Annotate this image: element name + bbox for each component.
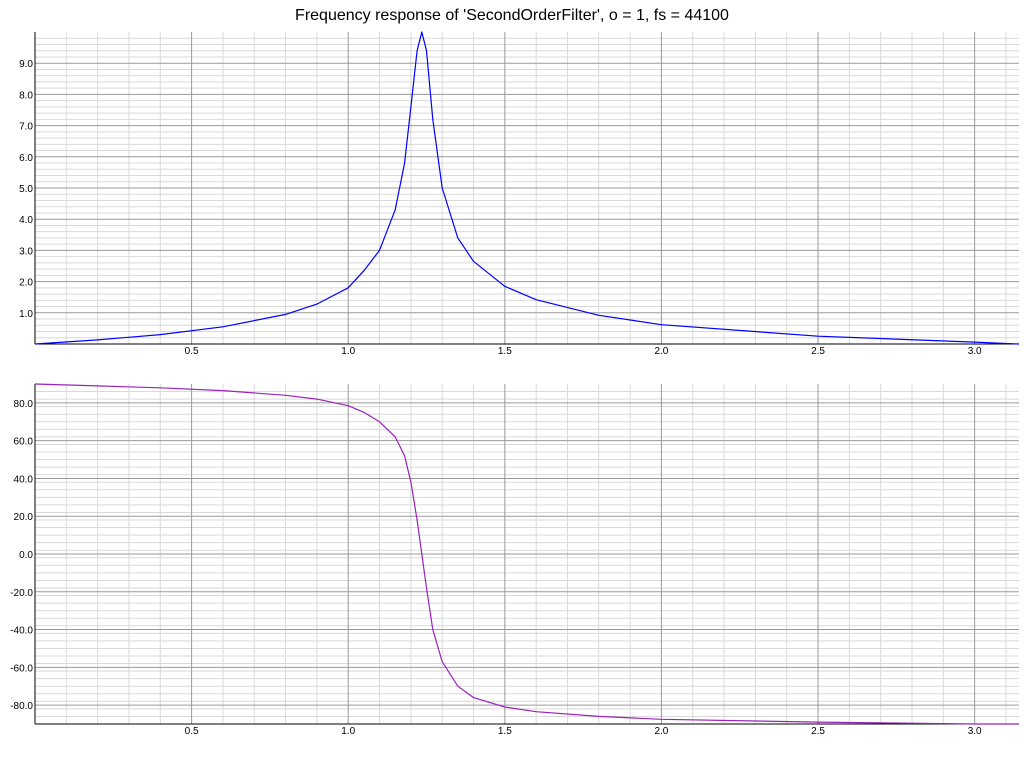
phase-x-tick-label: 3.0 — [968, 726, 982, 737]
phase-y-tick-label: -20.0 — [10, 588, 33, 599]
phase-y-tick-label: 0.0 — [19, 550, 33, 561]
phase-y-tick-label: -80.0 — [10, 701, 33, 712]
magnitude-y-tick-label: 3.0 — [19, 246, 33, 257]
magnitude-y-tick-label: 9.0 — [19, 59, 33, 70]
phase-y-tick-label: 80.0 — [14, 399, 34, 410]
phase-x-tick-label: 2.0 — [654, 726, 668, 737]
magnitude-y-tick-label: 7.0 — [19, 122, 33, 133]
phase-y-tick-label: -40.0 — [10, 626, 33, 637]
phase-x-tick-label: 0.5 — [185, 726, 199, 737]
magnitude-y-tick-label: 5.0 — [19, 184, 33, 195]
phase-x-tick-label: 2.5 — [811, 726, 825, 737]
magnitude-y-tick-label: 2.0 — [19, 278, 33, 289]
magnitude-y-tick-label: 6.0 — [19, 153, 33, 164]
magnitude-y-tick-label: 8.0 — [19, 90, 33, 101]
phase-x-tick-label: 1.0 — [341, 726, 355, 737]
magnitude-x-tick-label: 1.0 — [341, 346, 355, 357]
magnitude-x-tick-label: 2.0 — [654, 346, 668, 357]
phase-y-tick-label: -60.0 — [10, 663, 33, 674]
phase-y-tick-label: 40.0 — [14, 474, 34, 485]
chart-title: Frequency response of 'SecondOrderFilter… — [295, 7, 729, 24]
magnitude-x-tick-label: 0.5 — [185, 346, 199, 357]
phase-y-tick-label: 60.0 — [14, 437, 34, 448]
magnitude-y-tick-label: 1.0 — [19, 309, 33, 320]
phase-series-line — [34, 383, 1019, 725]
magnitude-x-tick-label: 1.5 — [498, 346, 512, 357]
magnitude-x-tick-label: 3.0 — [968, 346, 982, 357]
phase-y-tick-label: 20.0 — [14, 512, 34, 523]
phase-x-tick-label: 1.5 — [498, 726, 512, 737]
magnitude-y-tick-label: 4.0 — [19, 215, 33, 226]
magnitude-series-line — [34, 31, 1020, 345]
magnitude-x-tick-label: 2.5 — [811, 346, 825, 357]
